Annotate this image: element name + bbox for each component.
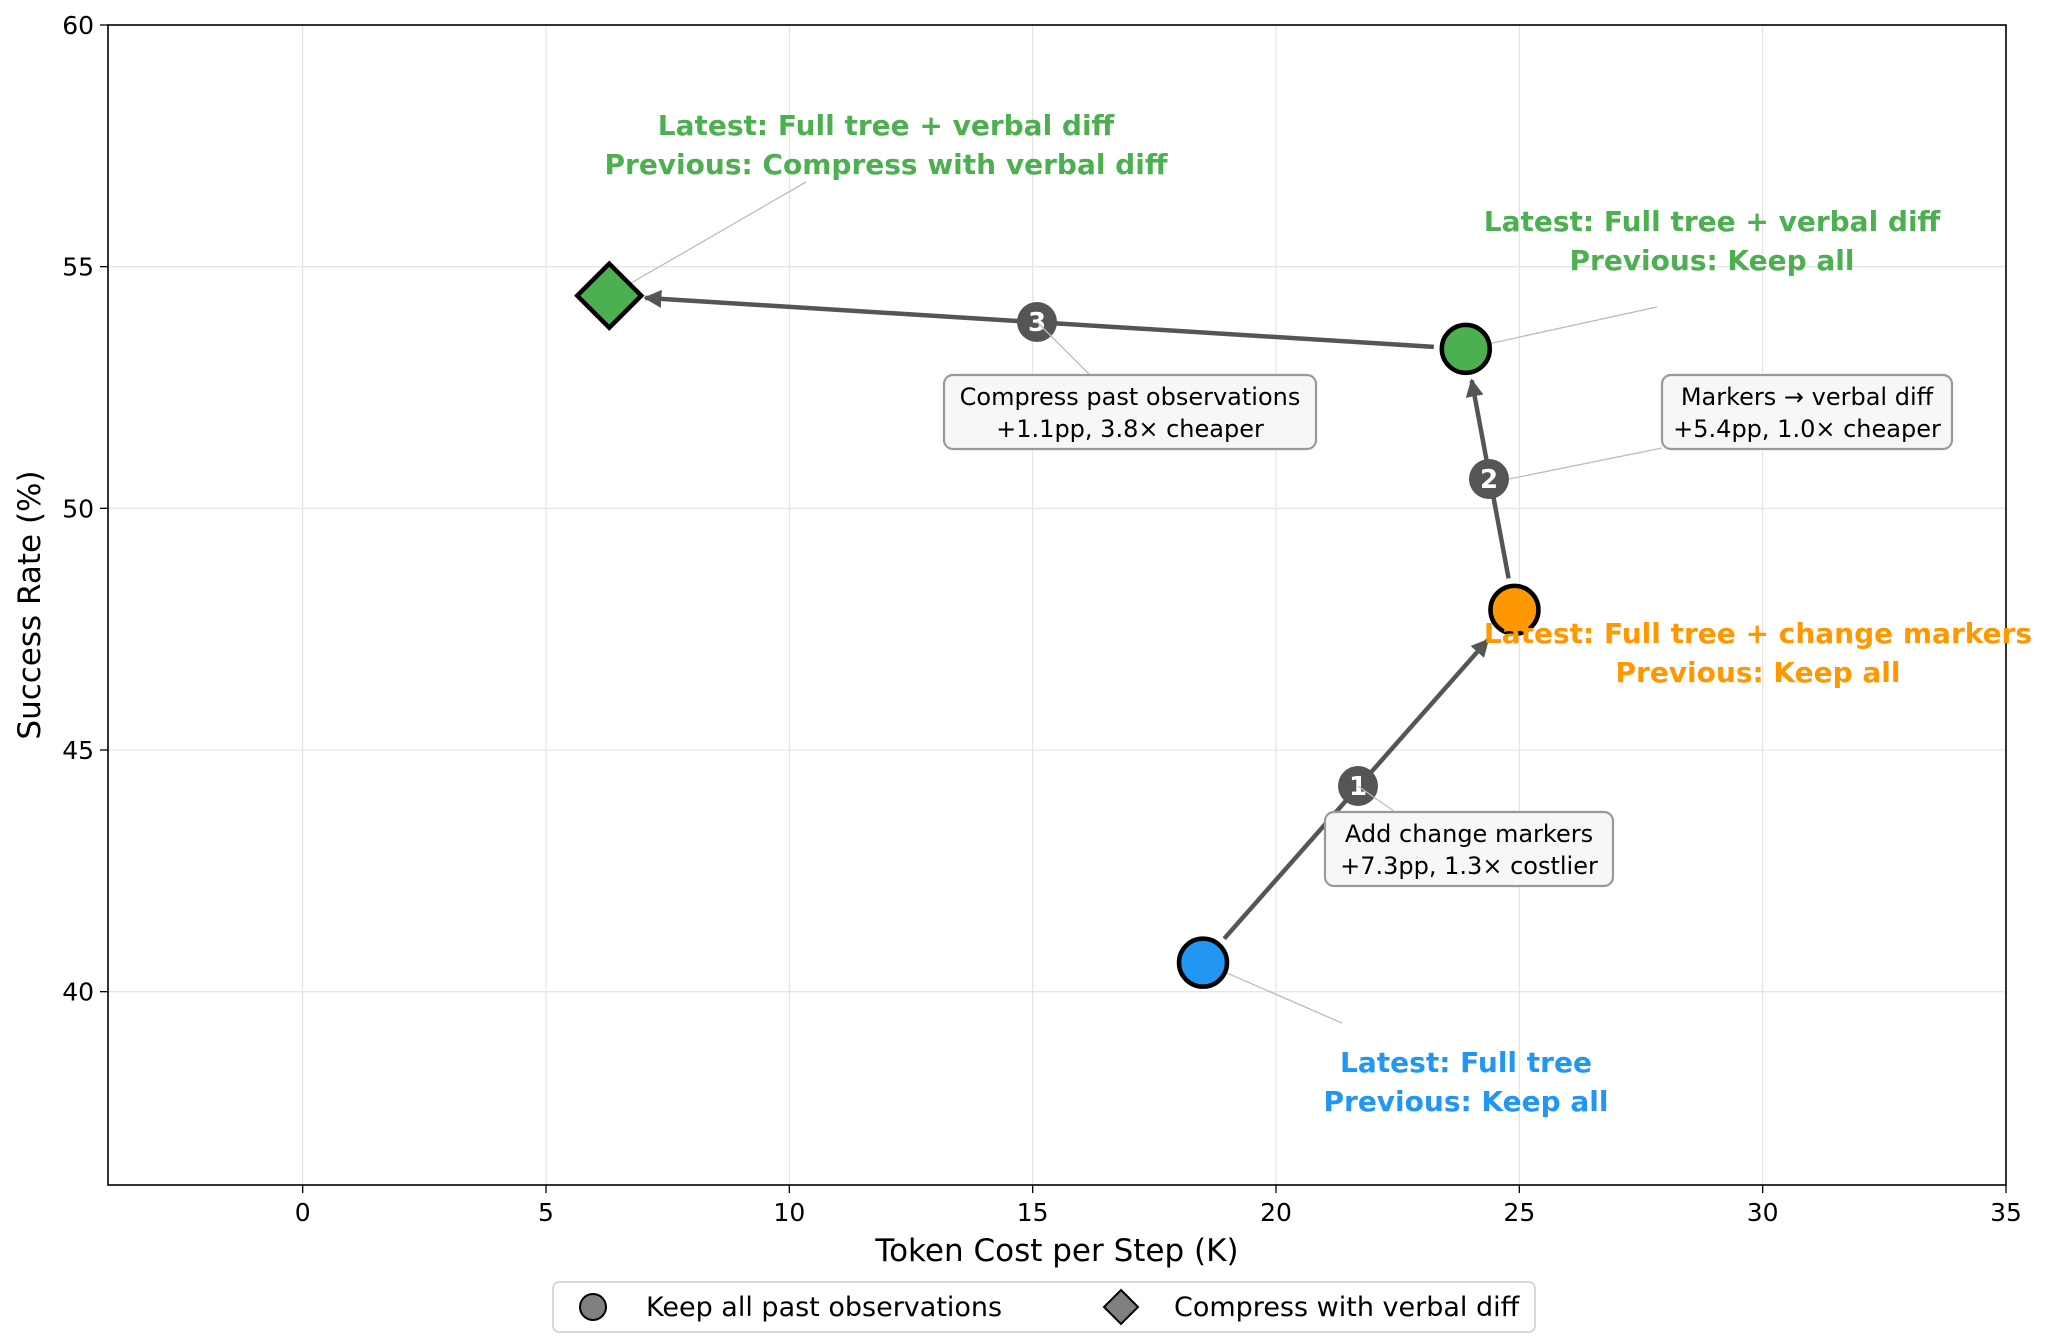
data-point-circle [1176,936,1230,989]
step-annotation-box [1660,373,1954,451]
step-annotation-text: Add change markers [1345,820,1593,848]
x-tick-label: 25 [1503,1198,1535,1227]
point-labels: Latest: Full tree Previous: Keep all Lates… [604,109,2032,1118]
step-annotation-boxes: Add change markers +7.3pp, 1.3× costlier M… [942,321,1954,888]
point-label-line: Previous: Keep all [1569,244,1854,277]
x-tick-label: 15 [1017,1198,1049,1227]
label-leader-line [1465,306,1658,350]
x-tick-label: 30 [1747,1198,1779,1227]
x-axis-label: Token Cost per Step (K) [874,1233,1238,1269]
point-label-line: Latest: Full tree + verbal diff [658,109,1115,142]
step-number-label: 2 [1480,465,1498,495]
step-number-circle [1469,459,1509,499]
legend-frame [552,1281,1536,1333]
y-tick-label: 50 [62,494,94,523]
legend-label: Keep all past observations [646,1292,1002,1323]
point-label-line: Latest: Full tree + verbal diff [1484,205,1941,238]
legend-label: Compress with verbal diff [1174,1292,1521,1323]
x-tick-label: 5 [538,1198,554,1227]
step-annotation-text: +7.3pp, 1.3× costlier [1340,852,1598,880]
data-point-circle [1439,322,1493,376]
legend-circle-marker [579,1293,607,1321]
y-tick-label: 60 [62,11,94,40]
point-label-line: Previous: Keep all [1615,656,1900,689]
point-label-line: Previous: Keep all [1323,1085,1608,1118]
point-label-line: Previous: Compress with verbal diff [604,148,1167,181]
step-pointer-line [1036,321,1091,376]
point-label-line: Latest: Full tree [1340,1046,1592,1079]
y-axis-label: Success Rate (%) [12,470,48,739]
x-tick-label: 35 [1990,1198,2022,1227]
step-annotation-text: +5.4pp, 1.0× cheaper [1673,415,1941,443]
axis-ticks: 0 5 10 15 20 25 30 35 40 45 50 55 60 [62,11,2022,1227]
step-annotation-box [942,373,1318,451]
step-pointer-line [1357,785,1396,813]
data-points [574,260,1541,989]
y-tick-label: 45 [62,736,94,765]
x-tick-label: 20 [1260,1198,1292,1227]
y-tick-label: 40 [62,978,94,1007]
x-tick-label: 0 [295,1198,311,1227]
plot-frame [107,24,2007,1186]
label-leader-line [608,181,807,297]
step-annotation-text: Markers → verbal diff [1681,383,1934,411]
step-annotation-box [1323,810,1615,888]
legend-diamond-marker [1102,1288,1140,1326]
x-tick-label: 10 [773,1198,805,1227]
step-annotation-text: +1.1pp, 3.8× cheaper [996,415,1264,443]
y-tick-label: 55 [62,253,94,282]
legend: Keep all past observations Compress with … [552,1281,1536,1333]
point-label-line: Latest: Full tree + change markers [1484,617,2032,650]
grid-lines [108,24,2007,1185]
step-number-label: 3 [1028,308,1046,338]
step-number-label: 1 [1349,772,1367,802]
step-pointer-line [1508,447,1663,480]
step-annotation-text: Compress past observations [960,383,1301,411]
data-point-diamond [574,260,645,331]
data-point-circle [1488,583,1541,637]
